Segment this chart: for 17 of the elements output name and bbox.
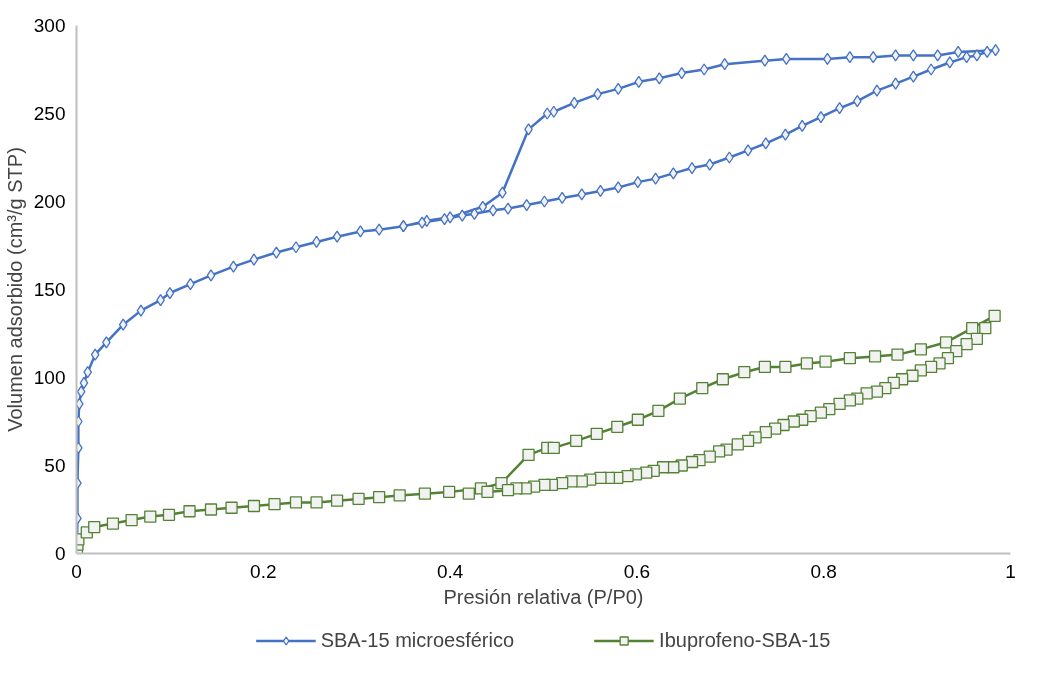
x-axis-title: Presión relativa (P/P0) [443, 585, 644, 608]
y-tick-label: 200 [33, 191, 66, 212]
x-tick-label: 0.8 [810, 560, 837, 582]
x-tick-label: 1 [1005, 560, 1016, 582]
y-tick-label: 0 [54, 543, 66, 564]
y-tick-label: 250 [33, 103, 66, 124]
x-tick-label: 0 [71, 560, 82, 582]
x-tick-label: 0.4 [436, 560, 464, 582]
x-tick-label: 0.6 [623, 560, 651, 582]
x-tick-label: 0.2 [250, 560, 277, 582]
y-tick-label: 50 [44, 455, 66, 476]
y-tick-label: 150 [33, 279, 66, 300]
y-tick-label: 300 [33, 15, 66, 36]
legend-label: Ibuprofeno-SBA-15 [659, 628, 831, 652]
legend-label: SBA-15 microesférico [320, 628, 515, 652]
y-tick-label: 100 [33, 367, 66, 388]
y-axis-title: Volumen adsorbido (cm³/g STP) [3, 147, 26, 432]
